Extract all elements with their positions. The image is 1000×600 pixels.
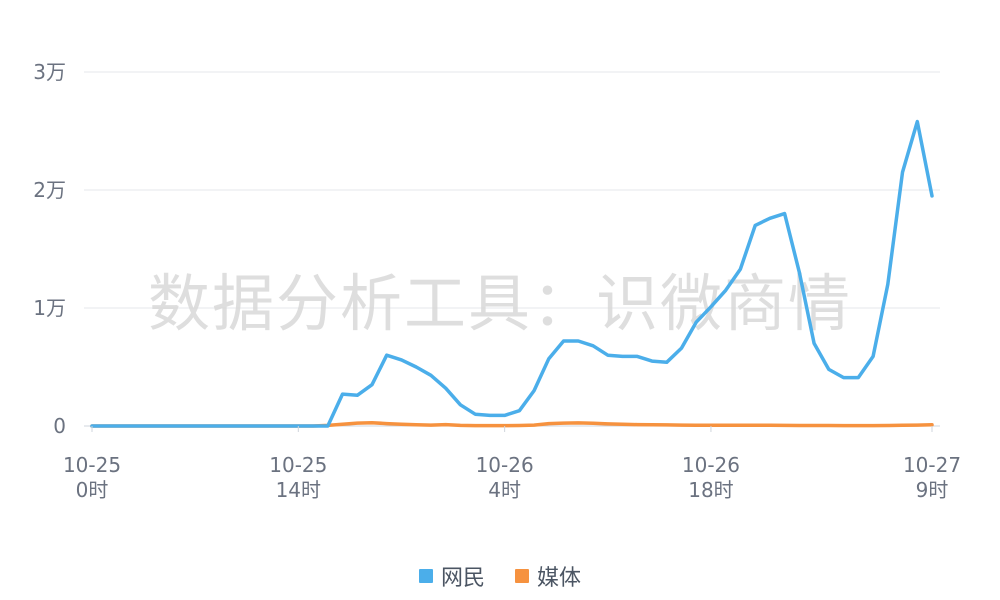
series-line-netizens [90,119,934,428]
y-tick-label: 0 [53,414,66,438]
legend-swatch-netizens [418,569,433,583]
y-tick-label: 2万 [33,178,66,202]
grid-lines [84,71,940,427]
x-tick-label: 0时 [76,478,109,502]
x-tick-label: 10-25 [269,453,327,477]
x-tick-label: 10-25 [63,453,121,477]
y-axis-ticks: 0 1万 2万 3万 [33,60,66,438]
legend-item-media[interactable]: 媒体 [515,560,581,592]
legend-swatch-media [515,569,529,583]
x-tick-label: 9时 [916,478,949,502]
x-tick-label: 4时 [488,478,521,502]
y-tick-label: 3万 [33,60,66,84]
y-tick-label: 1万 [33,296,66,320]
x-tick-label: 10-26 [682,453,740,477]
legend-label-netizens: 网民 [440,566,485,591]
series-lines [90,119,934,428]
x-tick-label: 10-27 [903,453,961,477]
legend: 网民 媒体 [0,560,1000,592]
x-tick-label: 14时 [276,478,321,502]
x-tick-label: 10-26 [476,453,534,477]
legend-label-media: 媒体 [537,566,582,591]
watermark-text: 数据分析工具：识微商情 [148,267,852,340]
x-tick-label: 18时 [688,478,733,502]
legend-item-netizens[interactable]: 网民 [418,560,485,592]
